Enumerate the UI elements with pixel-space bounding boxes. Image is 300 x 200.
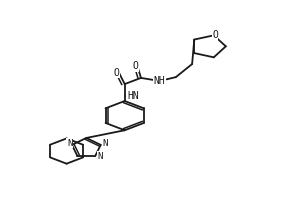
Text: N: N [97, 152, 103, 161]
Text: N: N [67, 139, 72, 148]
Text: O: O [132, 61, 138, 71]
Text: NH: NH [154, 76, 165, 86]
Text: O: O [212, 30, 218, 40]
Text: O: O [114, 68, 119, 78]
Text: N: N [103, 139, 108, 148]
Text: HN: HN [127, 91, 139, 101]
